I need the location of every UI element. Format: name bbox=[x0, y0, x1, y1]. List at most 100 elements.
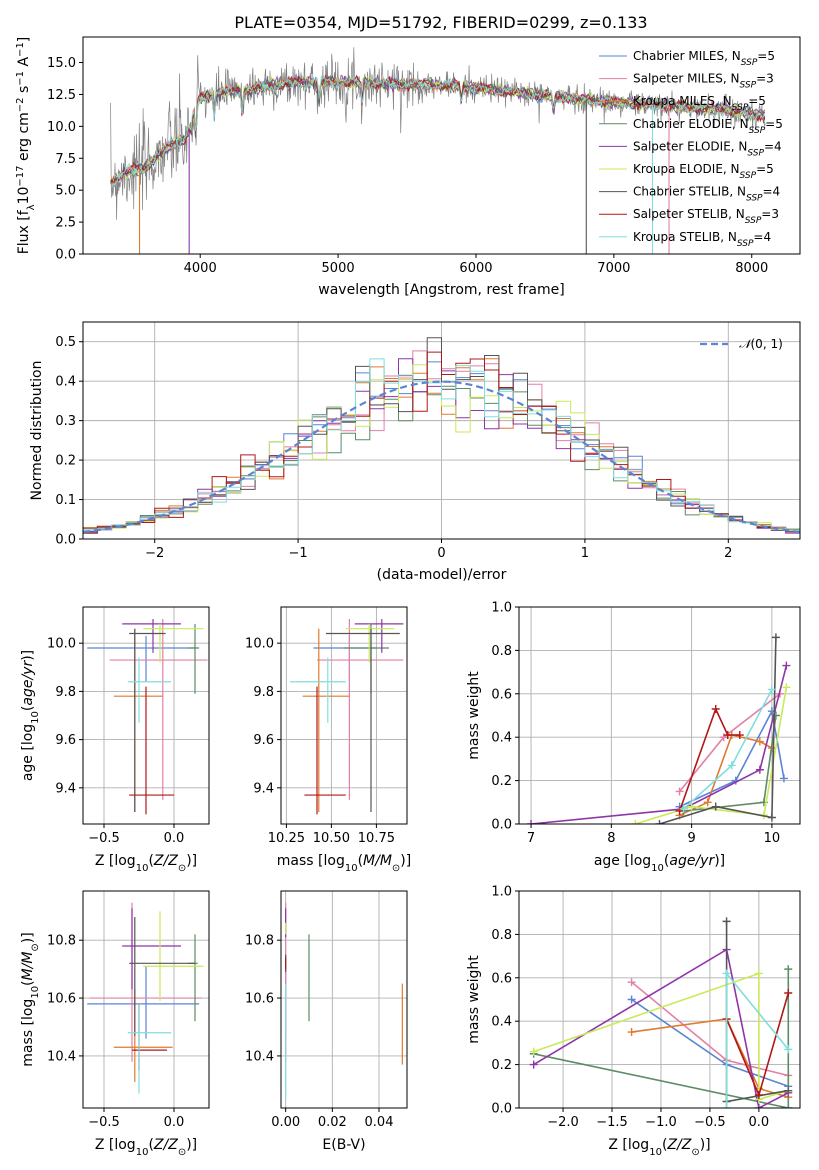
legend-entry: Chabrier MILES, NSSP=5 bbox=[633, 49, 775, 68]
x-tick-label: 9 bbox=[687, 831, 695, 846]
series-kroupa-stelib bbox=[722, 969, 793, 1108]
errorbar-kroupa-stelib bbox=[127, 657, 172, 723]
series-chabrier-stelib bbox=[655, 633, 780, 824]
x-tick-label: 10.50 bbox=[313, 831, 350, 846]
age-metallicity-axes: −0.5 0.0 9.4 9.6 9.8 10.0 Z [log10(Z/Z⊙)] age [… bbox=[20, 607, 209, 874]
y-tick-label: 0.4 bbox=[491, 1015, 512, 1030]
errorbar-kroupa-elodie bbox=[143, 623, 204, 663]
series-line bbox=[530, 665, 788, 824]
data-point-marker bbox=[779, 774, 788, 783]
x-tick-label: 8 bbox=[607, 831, 615, 846]
errorbar-salpeter-stelib bbox=[132, 1003, 167, 1071]
data-point-marker bbox=[679, 804, 688, 813]
errorbar-chabrier-miles bbox=[87, 635, 200, 682]
y-axis-label: mass [log10(M/M⊙)] bbox=[20, 932, 41, 1066]
y-tick-label: 0.0 bbox=[491, 1102, 512, 1117]
x-axis-label: Z [log10(Z/Z⊙)] bbox=[95, 853, 197, 874]
data-point-marker bbox=[755, 765, 764, 774]
x-tick-label: 4000 bbox=[184, 261, 217, 276]
spectrum-legend: Chabrier MILES, NSSP=5 Salpeter MILES, NS… bbox=[599, 49, 783, 249]
x-tick-label: 0 bbox=[437, 546, 445, 561]
y-tick-label: 0.2 bbox=[491, 774, 512, 789]
errorbar-chabrier-miles bbox=[87, 966, 200, 1039]
axes-frame bbox=[82, 36, 801, 255]
x-tick-label: 0.0 bbox=[164, 1115, 185, 1130]
data-point-marker bbox=[722, 969, 731, 978]
series-line bbox=[533, 969, 790, 1108]
y-tick-label: 0.8 bbox=[491, 928, 512, 943]
axes-frame bbox=[82, 890, 210, 1109]
errorbar-kroupa-stelib bbox=[290, 657, 346, 723]
y-tick-label: 12.5 bbox=[47, 88, 76, 103]
x-tick-label: −0.5 bbox=[88, 1115, 120, 1130]
y-tick-label: 0.1 bbox=[55, 493, 76, 508]
y-tick-label: 15.0 bbox=[47, 56, 76, 71]
errorbar-salpeter-stelib bbox=[304, 686, 346, 815]
y-tick-label: 9.8 bbox=[253, 685, 274, 700]
data-point-marker bbox=[767, 813, 776, 822]
errorbar-chabrier-stelib bbox=[129, 628, 166, 812]
errorbar-kroupa-miles bbox=[113, 628, 163, 812]
x-tick-label: −0.5 bbox=[88, 831, 120, 846]
y-axis-label: mass weight bbox=[466, 955, 482, 1044]
data-point-marker bbox=[784, 988, 793, 997]
data-point-marker bbox=[675, 806, 684, 815]
x-tick-label: 7 bbox=[527, 831, 535, 846]
series-line bbox=[683, 689, 773, 810]
data-point-marker bbox=[754, 969, 763, 978]
series-line bbox=[659, 637, 777, 824]
residual-legend: 𝒩(0, 1) bbox=[700, 337, 783, 351]
x-tick-label: 10.75 bbox=[358, 831, 395, 846]
y-tick-label: 10.0 bbox=[47, 637, 76, 652]
x-tick-label: 0.04 bbox=[365, 1115, 394, 1130]
x-tick-label: 2 bbox=[724, 546, 732, 561]
y-tick-label: 9.6 bbox=[55, 733, 76, 748]
spectrum-axes: 4000 5000 6000 7000 8000 0.0 2.5 5.0 7.5 10.0 12.5… bbox=[15, 37, 769, 298]
legend-entry: Chabrier STELIB, NSSP=4 bbox=[633, 185, 780, 204]
y-tick-label: 10.4 bbox=[47, 1049, 76, 1064]
y-axis-label: mass weight bbox=[466, 671, 482, 760]
x-tick-label: 7000 bbox=[597, 261, 630, 276]
x-tick-label: 8000 bbox=[735, 261, 768, 276]
model-spectrum-salpeter-stelib bbox=[110, 74, 766, 184]
mass-weight-vs-metallicity-axes: −2.0 −1.5 −1.0 −0.5 0.0 0.0 0.2 0.4 0.6 0.8 1.0 Z [… bbox=[466, 885, 800, 1158]
x-tick-label: 5000 bbox=[322, 261, 355, 276]
legend-entry: Kroupa STELIB, NSSP=4 bbox=[633, 230, 771, 249]
y-tick-label: 10.8 bbox=[47, 934, 76, 949]
mass-metallicity-plot-area bbox=[87, 902, 204, 1094]
series-kroupa-stelib bbox=[679, 685, 776, 813]
data-point-marker bbox=[784, 1045, 793, 1054]
axes-frame bbox=[280, 890, 408, 1109]
y-tick-label: 0.0 bbox=[55, 248, 76, 263]
residuals-axes: −2 −1 0 1 2 0.0 0.1 0.2 0.3 0.4 0.5 (data-model)/er… bbox=[29, 322, 800, 583]
y-tick-label: 9.4 bbox=[55, 781, 76, 796]
errorbar-salpeter-miles bbox=[317, 619, 404, 800]
y-tick-label: 0.2 bbox=[55, 454, 76, 469]
errorbar-salpeter-elodie bbox=[122, 908, 181, 990]
y-axis-label: Flux [fλ10−17 erg cm−2 s−1 A−1] bbox=[15, 37, 37, 255]
data-point-marker bbox=[722, 1104, 731, 1108]
legend-entry: Salpeter ELODIE, NSSP=4 bbox=[633, 139, 782, 158]
y-tick-label: 9.8 bbox=[55, 685, 76, 700]
x-tick-label: −1 bbox=[289, 546, 308, 561]
data-point-marker bbox=[529, 1060, 538, 1069]
data-point-marker bbox=[771, 633, 780, 642]
data-point-marker bbox=[784, 965, 793, 974]
x-axis-label: E(B-V) bbox=[322, 1137, 365, 1153]
errorbar-salpeter-miles bbox=[109, 619, 208, 800]
mass-extinction-axes: 0.00 0.02 0.04 10.4 10.6 10.8 E(B-V) bbox=[245, 891, 407, 1153]
series-salpeter-stelib bbox=[722, 988, 793, 1099]
data-point-marker bbox=[627, 1028, 636, 1037]
errorbar-salpeter-elodie bbox=[354, 619, 404, 653]
series-line bbox=[679, 708, 785, 808]
x-tick-label: 0.00 bbox=[271, 1115, 300, 1130]
x-tick-label: 1 bbox=[581, 546, 589, 561]
x-tick-label: −1.5 bbox=[596, 1115, 628, 1130]
data-point-marker bbox=[703, 798, 712, 807]
data-point-marker bbox=[782, 683, 791, 692]
data-point-marker bbox=[711, 704, 720, 713]
x-tick-label: −2.0 bbox=[547, 1115, 579, 1130]
legend-entry: Salpeter MILES, NSSP=3 bbox=[633, 72, 774, 91]
y-tick-label: 10.4 bbox=[245, 1049, 274, 1064]
x-axis-label: Z [log10(Z/Z⊙)] bbox=[608, 1137, 710, 1158]
